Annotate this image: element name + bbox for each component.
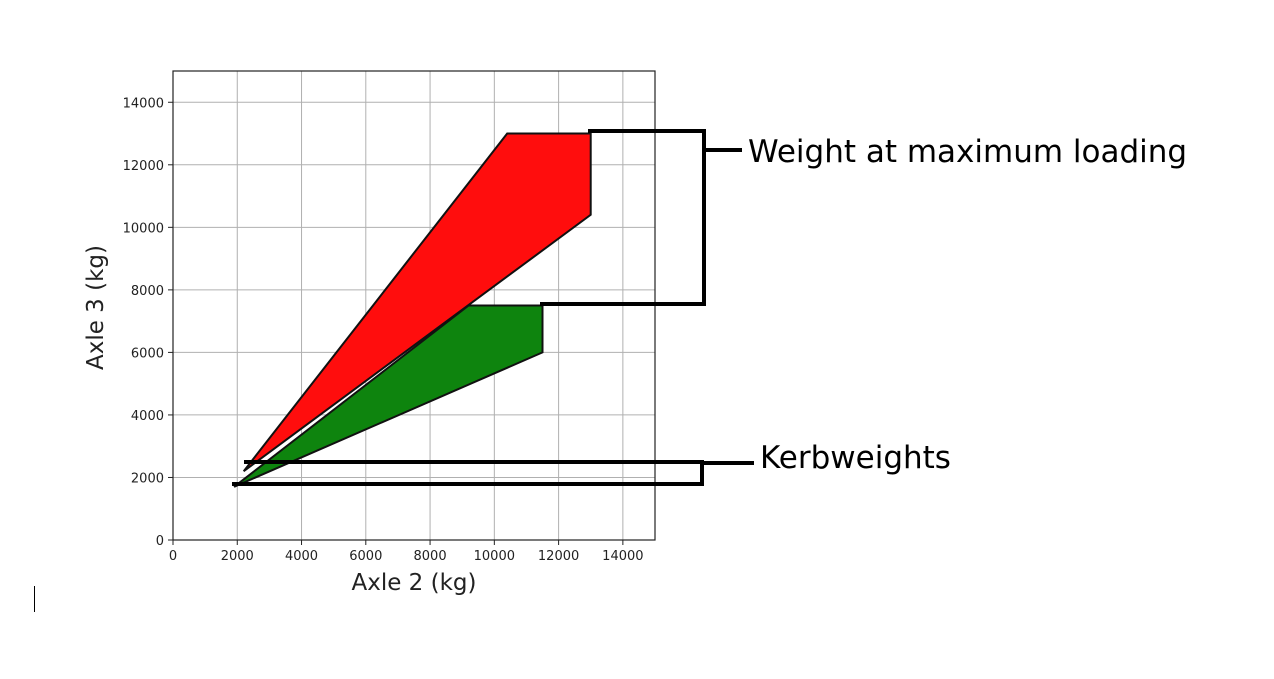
y-tick-label: 6000 xyxy=(131,346,164,361)
weight-regions xyxy=(233,132,592,488)
y-tick-label: 12000 xyxy=(123,159,164,174)
x-tick-label: 4000 xyxy=(285,549,318,564)
x-tick-label: 12000 xyxy=(538,549,579,564)
annotation-label-1: Weight at maximum loading xyxy=(748,134,1187,170)
x-tick-label: 8000 xyxy=(414,549,447,564)
annotation-bracket-2 xyxy=(232,460,704,486)
x-tick-label: 10000 xyxy=(474,549,515,564)
x-tick-label: 6000 xyxy=(349,549,382,564)
y-tick-label: 14000 xyxy=(123,96,164,111)
y-tick-label: 10000 xyxy=(123,221,164,236)
text-cursor xyxy=(34,586,35,612)
axis-ticks: 0 2000 4000 6000 8000 10000 12000 14000 0 2000 400… xyxy=(123,96,644,564)
y-tick-label: 0 xyxy=(156,534,164,549)
y-axis-label: Axle 3 (kg) xyxy=(83,245,109,370)
y-tick-label: 4000 xyxy=(131,409,164,424)
y-tick-label: 8000 xyxy=(131,284,164,299)
annotation-bracket-1 xyxy=(540,129,706,306)
x-tick-label: 2000 xyxy=(221,549,254,564)
x-tick-label: 0 xyxy=(169,549,177,564)
y-tick-label: 2000 xyxy=(131,471,164,486)
annotation-label-2: Kerbweights xyxy=(760,440,951,476)
annotations: Weight at maximum loading Kerbweights xyxy=(232,129,1187,486)
x-axis-label: Axle 2 (kg) xyxy=(351,570,476,596)
x-tick-label: 14000 xyxy=(602,549,643,564)
weight-region-1 xyxy=(242,132,592,473)
